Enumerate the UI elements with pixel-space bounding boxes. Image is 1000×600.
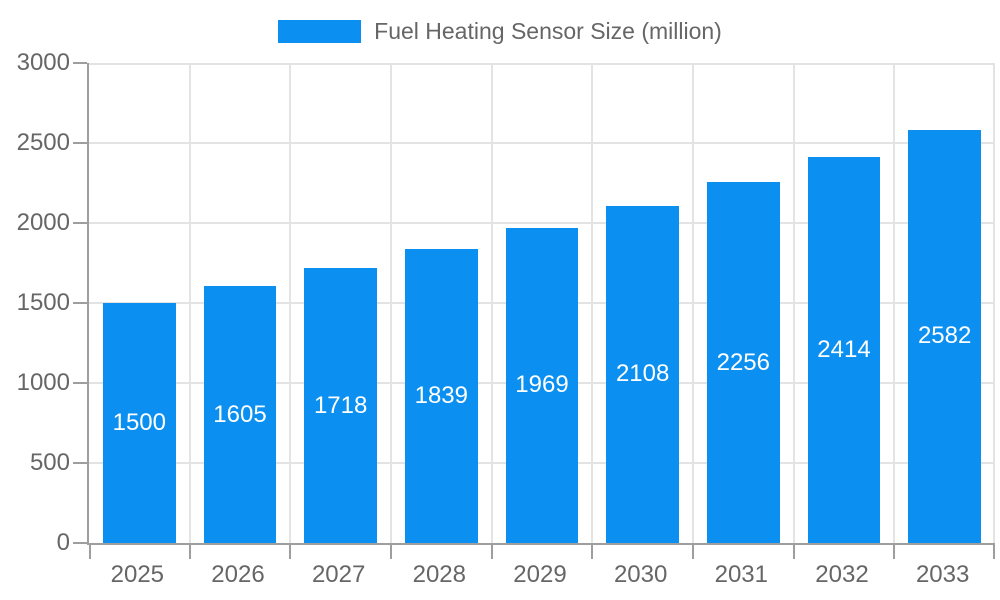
x-axis-tick <box>993 545 995 559</box>
x-axis-tick <box>591 545 594 559</box>
bar-value-label: 2256 <box>716 348 770 376</box>
x-axis-labels: 2025 2026 2027 2028 2029 2030 2031 2032 2033 <box>87 558 993 592</box>
y-tick-label: 3000 <box>16 49 70 76</box>
bar-value-label: 1605 <box>213 400 267 428</box>
y-axis-tick <box>73 302 87 304</box>
bar-value-label: 1839 <box>414 381 468 409</box>
bar-value-label: 1718 <box>313 391 368 419</box>
y-tick-label: 500 <box>29 449 70 476</box>
gridline-horizontal <box>89 141 995 144</box>
bar-value-label: 1500 <box>112 409 166 436</box>
x-tick-label: 2028 <box>412 561 466 588</box>
y-tick-label: 2000 <box>16 208 70 236</box>
legend-label: Fuel Heating Sensor Size (million) <box>374 18 722 44</box>
bar: 1605 <box>203 286 277 543</box>
y-tick-label: 1000 <box>16 368 70 396</box>
y-axis-tick <box>73 462 87 464</box>
x-axis-tick <box>893 545 896 559</box>
x-axis-tick <box>188 545 191 559</box>
x-axis-tick <box>289 545 292 559</box>
x-tick-label: 2026 <box>211 561 265 588</box>
bar: 1969 <box>505 227 579 543</box>
x-tick-label: 2027 <box>311 561 366 588</box>
gridline-vertical <box>591 63 594 543</box>
bar: 2414 <box>807 156 881 543</box>
y-axis-tick <box>73 542 87 544</box>
x-tick-label: 2025 <box>110 561 165 588</box>
gridline-vertical <box>289 63 292 543</box>
bar: 1500 <box>102 303 176 543</box>
y-axis-tick <box>73 381 87 384</box>
bar-value-label: 2582 <box>917 322 972 350</box>
bar-value-label: 2108 <box>615 360 670 388</box>
gridline-vertical <box>188 63 191 543</box>
y-axis-tick <box>73 221 87 224</box>
bar: 1718 <box>304 268 378 543</box>
x-axis-tick <box>792 545 795 559</box>
x-tick-label: 2033 <box>915 561 970 588</box>
y-tick-label: 1500 <box>16 289 70 316</box>
gridline-vertical <box>893 63 896 543</box>
y-axis-tick <box>73 62 87 64</box>
gridline-vertical <box>389 63 392 543</box>
bar-value-label: 1969 <box>515 371 569 399</box>
x-axis-tick <box>691 545 694 559</box>
gridline-vertical <box>691 63 694 543</box>
bar: 2582 <box>908 129 982 543</box>
legend[interactable]: Fuel Heating Sensor Size (million) <box>0 18 1000 45</box>
gridline-vertical <box>792 63 795 543</box>
bar-value-label: 2414 <box>817 335 871 363</box>
plot-area: 1500 1605 1718 1839 1969 2108 2256 2414 2582 <box>73 62 995 559</box>
x-axis-tick <box>490 545 493 559</box>
bar: 1839 <box>404 248 478 543</box>
y-axis-labels: 0 500 1000 1500 2000 2500 3000 <box>0 49 70 556</box>
y-axis-tick <box>73 141 87 144</box>
x-axis-tick <box>89 545 91 559</box>
gridline-horizontal <box>89 63 995 65</box>
y-tick-label: 0 <box>56 529 70 556</box>
x-tick-label: 2029 <box>513 561 567 588</box>
bar: 2256 <box>706 182 780 543</box>
x-axis-tick <box>389 545 392 559</box>
x-tick-label: 2030 <box>613 561 668 588</box>
gridline-vertical <box>490 63 493 543</box>
x-tick-label: 2031 <box>714 561 768 588</box>
y-tick-label: 2500 <box>16 128 70 156</box>
legend-swatch <box>278 20 362 43</box>
gridline-vertical <box>993 63 995 543</box>
x-tick-label: 2032 <box>815 561 869 588</box>
bar: 2108 <box>606 205 680 543</box>
gridline-horizontal <box>89 221 995 224</box>
